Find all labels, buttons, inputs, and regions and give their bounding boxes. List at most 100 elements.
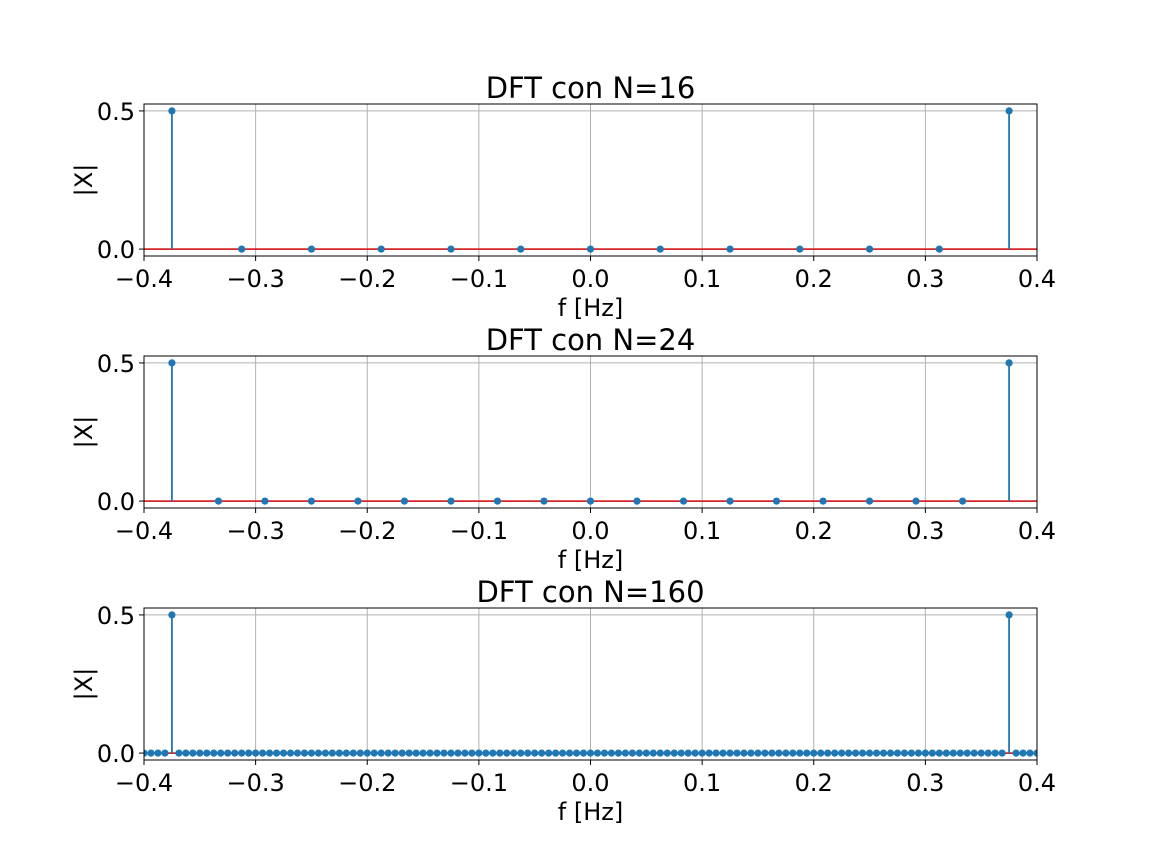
stem-marker — [984, 749, 992, 757]
stem-marker — [1026, 749, 1034, 757]
x-tick-label: 0.2 — [795, 265, 833, 293]
stem-marker — [586, 749, 595, 757]
x-tick-label: 0.4 — [1018, 265, 1056, 293]
stem-marker — [147, 749, 155, 757]
x-tick-label: −0.4 — [115, 265, 173, 293]
stem-marker — [879, 749, 888, 757]
stem-marker — [677, 749, 685, 757]
stem-marker — [977, 749, 985, 757]
stem-marker — [538, 749, 546, 757]
stem-marker — [726, 497, 734, 505]
x-tick-label: −0.1 — [450, 265, 508, 293]
stem-marker — [810, 749, 818, 757]
stem-series — [144, 611, 1037, 757]
stem-marker — [342, 749, 350, 757]
stem-marker — [468, 749, 476, 757]
stem-marker — [252, 749, 260, 757]
x-tick-label: 0.3 — [906, 265, 944, 293]
stem-marker — [482, 749, 490, 757]
chart-title: DFT con N=160 — [476, 575, 704, 609]
stem-marker — [286, 749, 295, 757]
x-tick-label: −0.3 — [226, 265, 284, 293]
stem-marker — [907, 749, 916, 757]
stem-marker — [398, 749, 406, 757]
stem-marker — [321, 749, 329, 757]
stem-marker — [377, 245, 385, 253]
y-axis-label: |X| — [70, 668, 98, 701]
stem-marker — [540, 497, 548, 505]
x-tick-label: 0.0 — [571, 517, 609, 545]
stem-marker — [663, 749, 671, 757]
x-tick-label: −0.4 — [115, 769, 173, 797]
stem-marker — [831, 749, 839, 757]
stem-marker — [656, 245, 664, 253]
stem-marker — [579, 749, 588, 757]
stem-marker — [1033, 749, 1037, 757]
stem-marker — [370, 749, 378, 757]
stem-marker — [600, 749, 609, 757]
stem-marker — [991, 749, 999, 757]
x-tick-label: 0.1 — [683, 769, 721, 797]
y-tick-label: 0.5 — [97, 602, 135, 630]
stem-marker — [684, 749, 692, 757]
stem-marker — [819, 497, 827, 505]
stem-marker — [545, 749, 553, 757]
stem-marker — [796, 245, 804, 253]
y-tick-label: 0.5 — [97, 98, 135, 126]
stem-marker — [503, 749, 511, 757]
stem-peak-marker — [168, 359, 176, 367]
x-tick-label: −0.3 — [226, 769, 284, 797]
stem-marker — [670, 749, 678, 757]
stem-marker — [712, 749, 720, 757]
stem-marker — [572, 749, 581, 757]
stem-marker — [789, 749, 797, 757]
stem-marker — [914, 749, 922, 757]
stem-marker — [510, 749, 518, 757]
stem-marker — [970, 749, 978, 757]
stem-marker — [363, 749, 371, 757]
stem-marker — [405, 749, 413, 757]
stem-marker — [845, 749, 853, 757]
x-tick-label: 0.1 — [683, 517, 721, 545]
stem-marker — [565, 749, 574, 757]
stem-marker — [1019, 749, 1027, 757]
stem-marker — [272, 749, 281, 757]
stem-marker — [447, 497, 455, 505]
stem-marker — [259, 749, 267, 757]
x-tick-label: −0.2 — [338, 265, 396, 293]
stem-series — [144, 359, 1037, 505]
stem-marker — [761, 749, 769, 757]
stem-marker — [349, 749, 357, 757]
stem-marker — [475, 749, 483, 757]
stem-marker — [803, 749, 811, 757]
stem-marker — [963, 749, 971, 757]
x-tick-label: −0.1 — [450, 769, 508, 797]
stem-marker — [726, 749, 734, 757]
stem-marker — [493, 497, 502, 505]
stem-peak-marker — [1005, 107, 1013, 115]
stem-marker — [642, 749, 650, 757]
stem-peak-marker — [1005, 359, 1013, 367]
stem-marker — [161, 749, 169, 757]
x-tick-label: 0.0 — [571, 769, 609, 797]
stem-marker — [182, 749, 190, 757]
stem-marker — [586, 245, 595, 253]
stem-marker — [307, 749, 316, 757]
y-tick-label: 0.0 — [97, 488, 135, 516]
stem-marker — [203, 749, 211, 757]
stem-marker — [335, 749, 343, 757]
stem-marker — [238, 245, 246, 253]
stem-marker — [705, 749, 713, 757]
stem-marker — [656, 749, 664, 757]
subplot-1: −0.4 −0.3 −0.2 −0.1 0.0 0.1 0.2 0.3 0.4 0.0 0.5 DFT… — [70, 71, 1056, 322]
stem-marker — [852, 749, 860, 757]
stem-marker — [782, 749, 790, 757]
stem-marker — [558, 749, 567, 757]
x-axis-label: f [Hz] — [558, 294, 623, 322]
stem-marker — [633, 497, 641, 505]
stem-marker — [858, 749, 867, 757]
stem-peak-marker — [168, 611, 176, 619]
stem-series — [144, 107, 1037, 253]
stem-marker — [607, 749, 616, 757]
stem-marker — [489, 749, 497, 757]
